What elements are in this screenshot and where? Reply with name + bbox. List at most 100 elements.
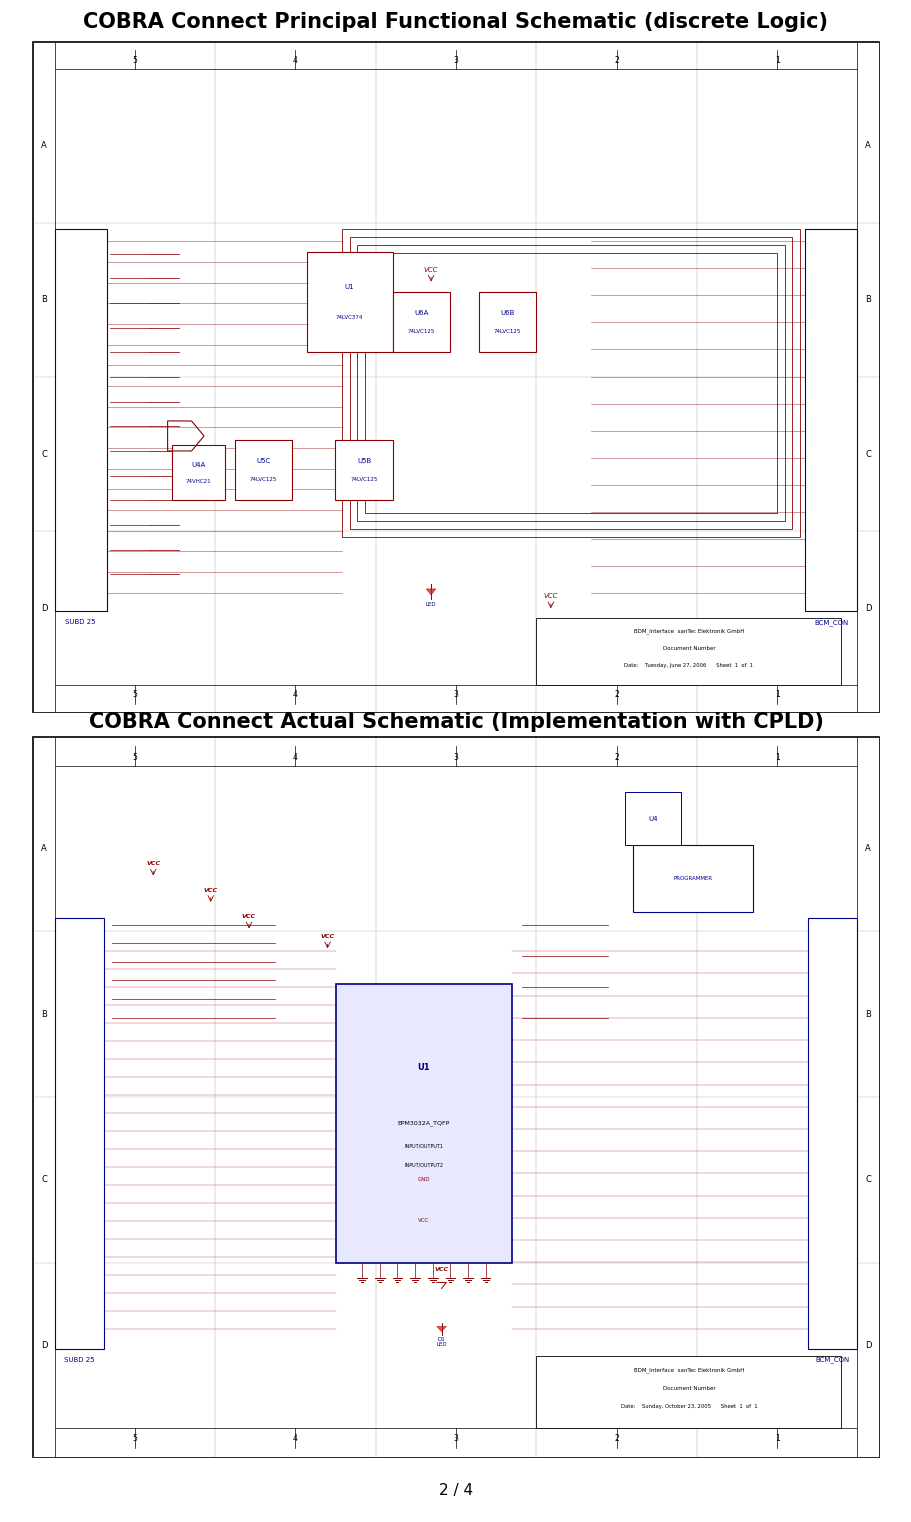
Bar — [357, 245, 783, 521]
Text: 74LVC125: 74LVC125 — [350, 476, 377, 482]
Text: U6B: U6B — [500, 310, 515, 317]
Text: BDM_Interface  sanTec Elektronik GmbH: BDM_Interface sanTec Elektronik GmbH — [633, 1368, 743, 1373]
Bar — [632, 845, 752, 912]
Text: 4: 4 — [292, 753, 298, 761]
Text: 3: 3 — [453, 56, 458, 65]
Text: 2: 2 — [613, 56, 619, 65]
Text: U1: U1 — [344, 285, 354, 291]
Text: GND: GND — [417, 1177, 430, 1181]
Text: A: A — [865, 142, 870, 151]
Text: VCC: VCC — [241, 915, 256, 919]
Bar — [234, 440, 292, 501]
Bar — [856, 737, 877, 1457]
Bar — [34, 737, 877, 1457]
Polygon shape — [436, 1327, 445, 1332]
Bar — [804, 230, 856, 612]
Text: C: C — [41, 449, 47, 458]
Text: 5: 5 — [132, 1434, 138, 1443]
Bar — [335, 440, 393, 501]
Text: 1: 1 — [774, 689, 779, 699]
Bar — [478, 292, 536, 353]
Bar — [624, 793, 680, 845]
Bar — [342, 230, 799, 537]
Text: U1: U1 — [417, 1064, 430, 1073]
Text: Date:    Sunday, October 23, 2005      Sheet  1  of  1: Date: Sunday, October 23, 2005 Sheet 1 o… — [619, 1405, 756, 1409]
Bar — [34, 43, 55, 712]
Text: 4: 4 — [292, 56, 298, 65]
Text: Date:    Tuesday, June 27, 2006      Sheet  1  of  1: Date: Tuesday, June 27, 2006 Sheet 1 of … — [624, 662, 752, 668]
Bar — [34, 737, 55, 1457]
Text: D: D — [864, 604, 870, 613]
Text: BCM_CON: BCM_CON — [814, 619, 848, 626]
Text: BDM_Interface  sanTec Elektronik GmbH: BDM_Interface sanTec Elektronik GmbH — [633, 629, 743, 635]
Text: 2: 2 — [613, 689, 619, 699]
Text: 74LVC125: 74LVC125 — [407, 329, 435, 333]
Text: 1: 1 — [774, 56, 779, 65]
Text: 3: 3 — [453, 689, 458, 699]
Text: SUBD 25: SUBD 25 — [64, 1356, 95, 1362]
Bar — [55, 230, 107, 612]
Bar — [55, 918, 104, 1348]
Text: U6A: U6A — [414, 310, 428, 317]
Text: U4: U4 — [647, 816, 657, 822]
Text: VCC: VCC — [424, 266, 438, 272]
Text: 4: 4 — [292, 689, 298, 699]
Text: 5: 5 — [132, 56, 138, 65]
Text: B: B — [864, 295, 870, 304]
Bar — [172, 446, 225, 501]
Text: 1: 1 — [774, 753, 779, 761]
Text: EPM3032A_TQFP: EPM3032A_TQFP — [397, 1120, 449, 1126]
Text: A: A — [41, 142, 46, 151]
Bar — [306, 253, 393, 353]
Text: INPUT/OUTPUT1: INPUT/OUTPUT1 — [404, 1143, 443, 1148]
Bar — [349, 237, 792, 530]
Text: 1: 1 — [774, 1434, 779, 1443]
Text: VCC: VCC — [418, 1219, 429, 1224]
Text: BCM_CON: BCM_CON — [814, 1356, 849, 1364]
Bar — [335, 985, 512, 1263]
Text: U4A: U4A — [191, 461, 206, 467]
Text: 74LVC125: 74LVC125 — [494, 329, 521, 333]
Text: A: A — [41, 845, 46, 854]
Text: VCC: VCC — [434, 1268, 448, 1272]
Text: 2: 2 — [613, 753, 619, 761]
Bar — [536, 618, 841, 685]
Text: D: D — [864, 1341, 870, 1350]
Text: COBRA Connect Actual Schematic (Implementation with CPLD): COBRA Connect Actual Schematic (Implemen… — [88, 712, 823, 732]
Text: 2 / 4: 2 / 4 — [438, 1482, 473, 1498]
Text: C: C — [864, 449, 870, 458]
Text: VCC: VCC — [146, 861, 160, 866]
Text: VCC: VCC — [203, 887, 218, 893]
Text: 5: 5 — [132, 753, 138, 761]
Text: D: D — [41, 1341, 47, 1350]
Text: C: C — [41, 1175, 47, 1184]
Text: B: B — [41, 1009, 47, 1018]
Text: COBRA Connect Principal Functional Schematic (discrete Logic): COBRA Connect Principal Functional Schem… — [84, 12, 827, 32]
Text: VCC: VCC — [320, 935, 334, 939]
Bar — [536, 1356, 841, 1428]
Text: SUBD 25: SUBD 25 — [66, 619, 96, 626]
Text: 74VHC21: 74VHC21 — [186, 478, 211, 484]
Bar — [807, 918, 856, 1348]
Bar — [34, 737, 877, 766]
Bar — [393, 292, 450, 353]
Bar — [34, 43, 877, 712]
Text: 74LVC374: 74LVC374 — [335, 315, 363, 320]
Text: Document Number: Document Number — [661, 645, 714, 651]
Text: LED: LED — [435, 1342, 446, 1347]
Text: U5B: U5B — [356, 458, 371, 464]
Text: D: D — [41, 604, 47, 613]
Text: B: B — [41, 295, 47, 304]
Bar — [34, 1428, 877, 1457]
Text: LED: LED — [425, 601, 436, 607]
Text: 3: 3 — [453, 753, 458, 761]
Text: A: A — [865, 845, 870, 854]
Text: 74LVC125: 74LVC125 — [250, 476, 277, 482]
Text: 4: 4 — [292, 1434, 298, 1443]
Text: U5C: U5C — [256, 458, 271, 464]
Text: 3: 3 — [453, 1434, 458, 1443]
Text: VCC: VCC — [543, 594, 558, 600]
Bar — [364, 253, 776, 513]
Bar — [856, 43, 877, 712]
Bar — [34, 43, 877, 68]
